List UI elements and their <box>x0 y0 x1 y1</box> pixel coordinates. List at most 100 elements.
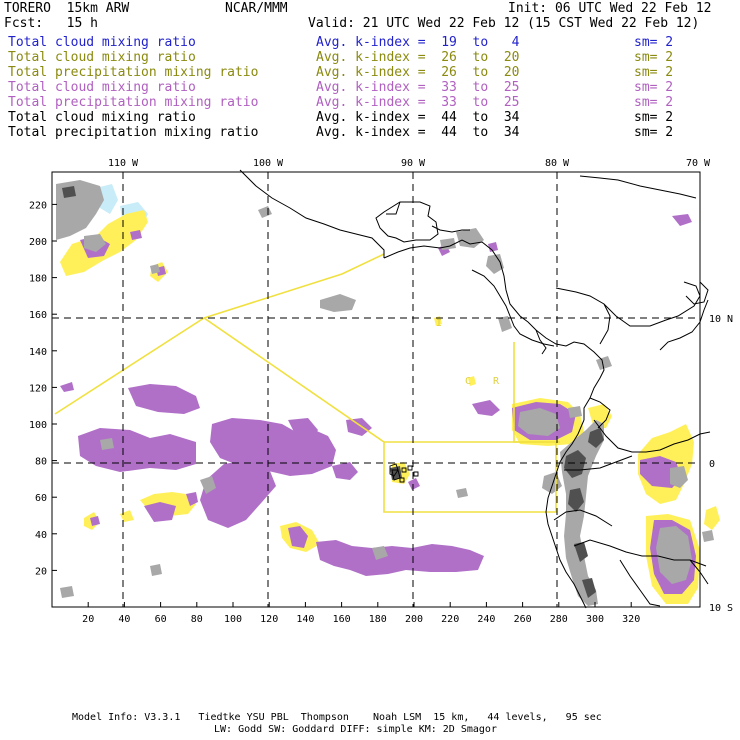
yellow-field-area <box>120 510 134 522</box>
purple-field-area <box>332 462 358 480</box>
purple-field-area <box>316 540 484 576</box>
purple-field-area <box>472 400 500 416</box>
x-tick-label: 100 <box>224 614 242 625</box>
x-tick-label: 60 <box>155 614 167 625</box>
legend-field: Total cloud mixing ratio <box>8 35 196 50</box>
y-tick-label: 220 <box>29 200 47 211</box>
legend-field: Total cloud mixing ratio <box>8 50 196 65</box>
map-label-r: R <box>493 376 500 387</box>
x-tick-label: 200 <box>405 614 423 625</box>
x-tick-label: 220 <box>441 614 459 625</box>
lon-label: 70 W <box>686 158 711 169</box>
y-tick-label: 120 <box>29 383 47 394</box>
x-tick-label: 160 <box>333 614 351 625</box>
legend-index: Avg. k-index = 33 to 25 <box>316 80 520 95</box>
purple-field-area <box>672 214 692 226</box>
legend-index: Avg. k-index = 44 to 34 <box>316 125 520 140</box>
gray-field-area <box>60 586 74 598</box>
legend-field: Total cloud mixing ratio <box>8 110 196 125</box>
x-tick-label: 240 <box>477 614 495 625</box>
galapagos-islands <box>389 463 419 483</box>
gray-field-area <box>456 488 468 498</box>
gray-field-area <box>200 476 216 494</box>
lon-label: 100 W <box>253 158 284 169</box>
gray-field-area <box>456 228 484 248</box>
lon-label: 80 W <box>545 158 570 169</box>
legend-index: Avg. k-index = 44 to 34 <box>316 110 520 125</box>
legend-sm: sm= 2 <box>634 35 674 50</box>
gray-field-area <box>568 406 582 418</box>
init-time: Init: 06 UTC Wed 22 Feb 12 <box>508 1 712 16</box>
lat-label: 0 <box>709 459 715 470</box>
legend-sm: sm= 2 <box>634 110 674 125</box>
purple-field-area <box>488 242 498 252</box>
legend-sm: sm= 2 <box>634 125 674 140</box>
gray-field-area <box>542 472 562 494</box>
purple-field-area <box>288 418 318 440</box>
cloud-fields <box>56 180 720 606</box>
gray-field-area <box>656 526 692 584</box>
y-tick-label: 160 <box>29 310 47 321</box>
legend-index: Avg. k-index = 33 to 25 <box>316 95 520 110</box>
gray-field-area <box>596 356 612 370</box>
map-label-i: I <box>436 318 442 329</box>
coastline <box>239 169 711 609</box>
legend-index: Avg. k-index = 26 to 20 <box>316 50 520 65</box>
purple-field-area <box>346 418 372 436</box>
y-tick-label: 140 <box>29 347 47 358</box>
y-tick-label: 60 <box>35 493 47 504</box>
legend-sm: sm= 2 <box>634 65 674 80</box>
x-tick-label: 280 <box>550 614 568 625</box>
lat-lon-grid <box>52 172 700 607</box>
purple-field-area <box>128 384 200 414</box>
gray-field-area <box>498 316 512 332</box>
x-tick-label: 180 <box>369 614 387 625</box>
organization: NCAR/MMM <box>225 1 288 16</box>
model-info-line2: LW: Godd SW: Goddard DIFF: simple KM: 2D… <box>214 724 497 735</box>
gray-field-area <box>670 466 688 488</box>
gray-field-area <box>320 294 356 312</box>
gray-field-area <box>150 264 160 274</box>
x-tick-label: 300 <box>586 614 604 625</box>
purple-field-area <box>130 230 142 240</box>
gray-field-area <box>100 438 114 450</box>
y-tick-label: 200 <box>29 237 47 248</box>
y-tick-label: 20 <box>35 566 47 577</box>
dark-field-area <box>574 542 588 562</box>
purple-field-area <box>144 502 176 522</box>
legend-field: Total precipitation mixing ratio <box>8 95 259 110</box>
purple-field-area <box>408 478 420 490</box>
map-label-c: C <box>465 376 471 387</box>
purple-field-area <box>90 516 100 526</box>
model-name: TORERO 15km ARW <box>4 1 130 16</box>
purple-field-area <box>60 382 74 392</box>
gray-field-area <box>372 546 388 560</box>
lat-label: 10 S <box>709 603 733 614</box>
gray-field-area <box>518 408 560 436</box>
map-frame <box>51 171 701 608</box>
x-tick-label: 40 <box>118 614 130 625</box>
purple-field-area <box>200 460 276 528</box>
gray-field-area <box>258 206 272 218</box>
legend-field: Total cloud mixing ratio <box>8 80 196 95</box>
yellow-field-area <box>468 376 476 386</box>
lat-label: 10 N <box>709 314 733 325</box>
legend-sm: sm= 2 <box>634 50 674 65</box>
gray-field-area <box>560 420 604 606</box>
legend-sm: sm= 2 <box>634 80 674 95</box>
gray-field-area <box>84 234 106 252</box>
legend-index: Avg. k-index = 19 to 4 <box>316 35 520 50</box>
forecast-hour: Fcst: 15 h <box>4 16 98 31</box>
y-tick-label: 100 <box>29 420 47 431</box>
gray-field-area <box>702 530 714 542</box>
purple-field-area <box>288 526 308 548</box>
x-tick-label: 20 <box>82 614 94 625</box>
dark-field-area <box>588 428 604 448</box>
y-tick-label: 80 <box>35 457 47 468</box>
x-tick-label: 260 <box>514 614 532 625</box>
yellow-field-area <box>704 506 720 530</box>
y-tick-label: 40 <box>35 530 47 541</box>
valid-time: Valid: 21 UTC Wed 22 Feb 12 (15 CST Wed … <box>308 16 700 31</box>
x-tick-label: 320 <box>622 614 640 625</box>
